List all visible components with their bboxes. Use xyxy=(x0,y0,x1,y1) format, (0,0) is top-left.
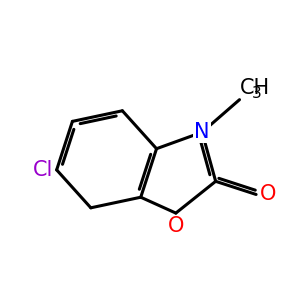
Text: CH: CH xyxy=(239,77,270,98)
Text: O: O xyxy=(168,217,184,236)
Text: 3: 3 xyxy=(252,86,262,101)
Text: N: N xyxy=(194,122,210,142)
Text: Cl: Cl xyxy=(33,160,53,180)
Text: O: O xyxy=(260,184,276,205)
